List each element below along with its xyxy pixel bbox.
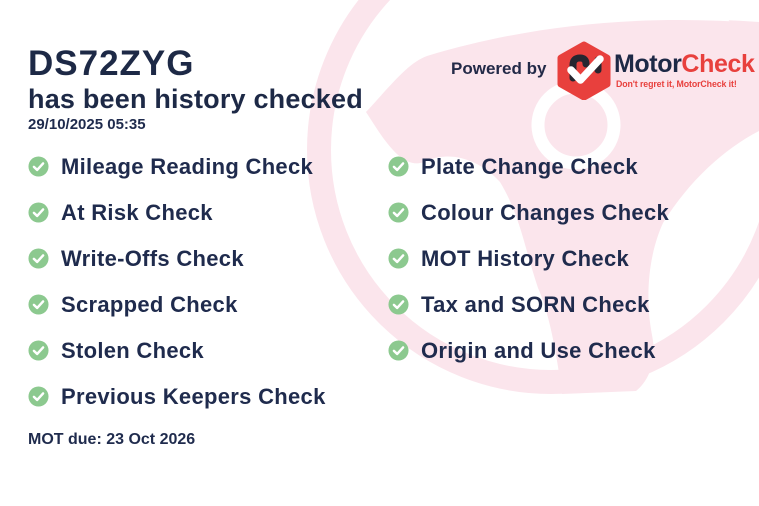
- check-timestamp: 29/10/2025 05:35: [28, 116, 146, 133]
- check-circle-icon: [28, 156, 49, 177]
- check-list-item: Scrapped Check: [28, 292, 326, 317]
- check-circle-icon: [28, 202, 49, 223]
- brand-word-check: Check: [681, 50, 755, 78]
- check-label: Mileage Reading Check: [61, 154, 314, 179]
- check-list-item: At Risk Check: [28, 200, 326, 225]
- check-circle-icon: [28, 294, 49, 315]
- brand-word-motor: Motor: [614, 50, 682, 78]
- check-list-item: Mileage Reading Check: [28, 154, 326, 179]
- check-list-item: Previous Keepers Check: [28, 384, 326, 409]
- check-label: Previous Keepers Check: [61, 384, 326, 409]
- check-list-item: Write-Offs Check: [28, 246, 326, 271]
- check-list-item: MOT History Check: [388, 246, 669, 271]
- check-label: Colour Changes Check: [421, 200, 670, 225]
- check-label: Plate Change Check: [421, 154, 638, 179]
- brand-tagline: Don't regret it, MotorCheck it!: [616, 79, 737, 89]
- check-label: At Risk Check: [61, 200, 213, 225]
- check-label: Tax and SORN Check: [421, 292, 650, 317]
- check-circle-icon: [388, 156, 409, 177]
- check-list-item: Stolen Check: [28, 338, 326, 363]
- check-list-item: Colour Changes Check: [388, 200, 670, 225]
- check-circle-icon: [388, 340, 409, 361]
- check-circle-icon: [388, 294, 409, 315]
- motorcheck-logo-icon: [557, 41, 611, 100]
- check-label: Scrapped Check: [61, 292, 238, 317]
- check-circle-icon: [388, 248, 409, 269]
- check-list-item: Tax and SORN Check: [388, 292, 669, 317]
- check-label: Write-Offs Check: [61, 246, 244, 271]
- check-circle-icon: [28, 340, 49, 361]
- check-circle-icon: [388, 202, 409, 223]
- checks-column-right: Plate Change Check Colour Changes Check …: [388, 154, 670, 363]
- check-label: Stolen Check: [61, 338, 204, 363]
- mot-due-date: MOT due: 23 Oct 2026: [28, 431, 196, 448]
- check-label: MOT History Check: [421, 246, 630, 271]
- check-circle-icon: [28, 248, 49, 269]
- check-label: Origin and Use Check: [421, 338, 656, 363]
- vehicle-registration: DS72ZYG: [28, 44, 195, 83]
- checks-column-left: Mileage Reading Check At Risk Check Writ…: [28, 154, 326, 409]
- brand-wordmark: MotorCheck: [614, 50, 755, 79]
- check-list-item: Plate Change Check: [388, 154, 669, 179]
- check-circle-icon: [28, 386, 49, 407]
- page-title: has been history checked: [28, 84, 363, 114]
- powered-by-label: Powered by: [451, 59, 547, 78]
- check-list-item: Origin and Use Check: [388, 338, 669, 363]
